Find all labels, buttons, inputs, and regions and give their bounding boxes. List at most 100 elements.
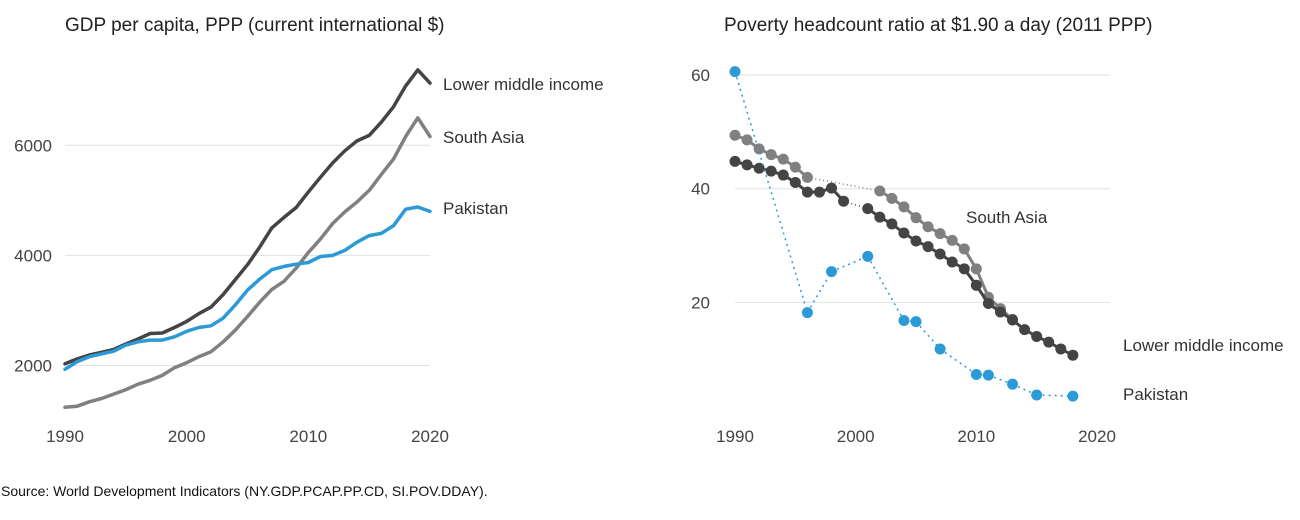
series-south-asia (729, 129, 1019, 325)
data-point (1055, 343, 1067, 355)
data-point (777, 153, 789, 165)
data-point (729, 66, 741, 78)
data-point (838, 195, 850, 207)
series-line-south-asia (63, 116, 432, 410)
data-point (729, 155, 741, 167)
data-point (958, 243, 970, 255)
series-segment (831, 255, 869, 273)
data-point (765, 165, 777, 177)
data-point (982, 369, 994, 381)
data-point (1007, 378, 1019, 390)
series-segment (939, 348, 977, 376)
gdp-chart: GDP per capita, PPP (current internation… (14, 15, 603, 446)
series-segment (976, 373, 989, 376)
poverty-chart-title: Poverty headcount ratio at $1.90 a day (… (724, 15, 1152, 36)
data-point (970, 279, 982, 291)
data-point (1031, 330, 1043, 342)
source-note: Source: World Development Indicators (NY… (1, 483, 488, 499)
series-segment (734, 71, 809, 313)
data-point (1067, 390, 1079, 402)
x-tick-label: 2010 (957, 427, 995, 446)
data-point (729, 129, 741, 141)
data-point (910, 212, 922, 224)
poverty-label-lower-middle-income: Lower middle income (1123, 336, 1284, 355)
data-point (1043, 336, 1055, 348)
poverty-label-south-asia: South Asia (966, 208, 1048, 227)
x-tick-label: 1990 (716, 427, 754, 446)
poverty-label-pakistan: Pakistan (1123, 385, 1188, 404)
gdp-label-south-asia: South Asia (443, 128, 525, 147)
x-tick-label: 2000 (168, 427, 206, 446)
data-point (813, 186, 825, 198)
data-point (826, 182, 838, 194)
data-point (898, 315, 910, 327)
data-point (910, 316, 922, 328)
data-point (1031, 389, 1043, 401)
data-point (741, 134, 753, 146)
x-tick-label: 1990 (46, 427, 84, 446)
data-point (789, 161, 801, 173)
data-point (753, 162, 765, 174)
series-segment (915, 321, 941, 350)
data-point (789, 176, 801, 188)
series-line-pakistan (63, 205, 432, 372)
data-point (898, 227, 910, 239)
y-tick-label: 20 (691, 293, 710, 312)
y-tick-label: 2000 (14, 356, 52, 375)
y-tick-label: 6000 (14, 136, 52, 155)
data-point (753, 143, 765, 155)
gdp-label-lower-middle-income: Lower middle income (443, 75, 604, 94)
series-pakistan (729, 66, 1079, 402)
data-point (934, 248, 946, 260)
data-point (886, 192, 898, 204)
data-point (862, 203, 874, 215)
data-point (801, 307, 813, 319)
data-point (874, 211, 886, 223)
y-tick-label: 40 (691, 180, 710, 199)
data-point (862, 250, 874, 262)
x-tick-label: 2020 (411, 427, 449, 446)
data-point (874, 185, 886, 197)
data-point (777, 169, 789, 181)
gdp-label-pakistan: Pakistan (443, 199, 508, 218)
data-point (946, 234, 958, 246)
data-point (1007, 314, 1019, 326)
gdp-chart-title: GDP per capita, PPP (current internation… (65, 15, 445, 36)
x-tick-label: 2020 (1078, 427, 1116, 446)
gdp-x-tick-labels: 1990 2000 2010 2020 (46, 427, 449, 446)
data-point (1019, 324, 1031, 336)
data-point (741, 159, 753, 171)
gdp-series-lines (63, 68, 432, 410)
gdp-y-tick-labels: 2000 4000 6000 (14, 136, 52, 375)
data-point (1067, 349, 1079, 361)
series-lower-middle-income (729, 155, 1079, 361)
poverty-y-tick-labels: 20 40 60 (691, 66, 710, 312)
poverty-series (729, 66, 1079, 402)
series-segment (903, 319, 917, 323)
data-point (946, 256, 958, 268)
poverty-x-tick-labels: 1990 2000 2010 2020 (716, 427, 1116, 446)
data-point (970, 369, 982, 381)
data-point (934, 343, 946, 355)
y-tick-label: 60 (691, 66, 710, 85)
data-point (801, 186, 813, 198)
data-point (982, 297, 994, 309)
series-line-lower-middle-income (63, 68, 432, 366)
data-point (970, 263, 982, 275)
data-point (958, 263, 970, 275)
data-point (886, 218, 898, 230)
data-point (922, 241, 934, 253)
poverty-chart: Poverty headcount ratio at $1.90 a day (… (691, 15, 1284, 446)
series-segment (1036, 394, 1073, 397)
gdp-grid (65, 144, 430, 366)
series-segment (806, 271, 833, 313)
data-point (922, 221, 934, 233)
x-tick-label: 2010 (289, 427, 327, 446)
data-point (801, 171, 813, 183)
series-segment (807, 176, 880, 192)
data-point (934, 228, 946, 240)
data-point (910, 235, 922, 247)
data-point (826, 266, 838, 278)
x-tick-label: 2000 (837, 427, 875, 446)
